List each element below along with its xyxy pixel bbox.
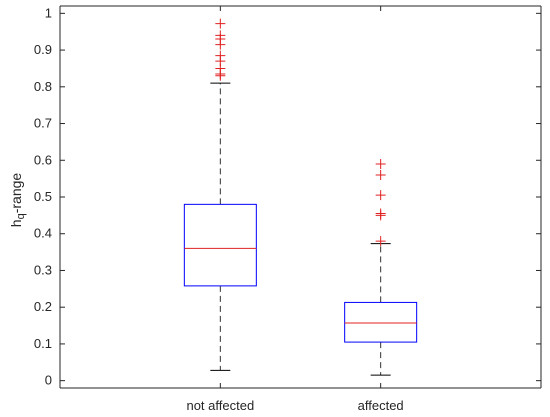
y-axis-label-rest: -range [8, 173, 24, 214]
outlier-point [215, 50, 226, 61]
x-tick-label: not affected [186, 398, 254, 413]
iqr-box [183, 203, 257, 287]
iqr-box [344, 301, 418, 343]
box-group [183, 18, 257, 371]
outlier-point [375, 169, 386, 180]
outlier-point [375, 158, 386, 169]
y-tick-label: 0.9 [34, 42, 52, 57]
y-tick-label: 0 [45, 373, 52, 388]
y-tick-label: 0.7 [34, 116, 52, 131]
y-axis-label: hq-range [8, 173, 27, 228]
outlier-point [375, 208, 386, 219]
y-tick-label: 0.6 [34, 152, 52, 167]
y-tick-label: 1 [45, 5, 52, 20]
y-axis-label-main: h [8, 219, 24, 227]
outlier-point [215, 18, 226, 29]
chart-marks [183, 18, 418, 376]
y-tick-label: 0.3 [34, 262, 52, 277]
box-group [344, 158, 418, 376]
y-tick-label: 0.8 [34, 79, 52, 94]
outlier-point [375, 190, 386, 201]
outlier-point [375, 236, 386, 247]
plot-area [60, 6, 541, 388]
y-tick-label: 0.1 [34, 336, 52, 351]
y-tick-label: 0.2 [34, 299, 52, 314]
outlier-point [215, 30, 226, 41]
y-axis-label-sub: q [15, 213, 27, 219]
chart-axes: 0 0.1 0.2 0.3 0.4 0.5 0.6 0.7 0.8 0.9 1 not affecte… [34, 5, 542, 413]
y-tick-label: 0.4 [34, 226, 52, 241]
y-tick-label: 0.5 [34, 189, 52, 204]
x-tick-label: affected [358, 398, 404, 413]
